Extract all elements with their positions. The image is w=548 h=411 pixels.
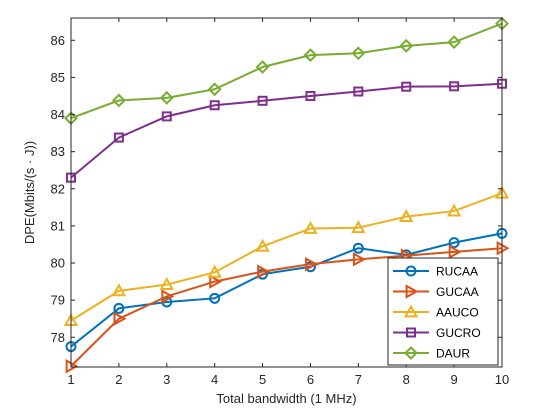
legend-item-daur: DAUR <box>393 346 470 361</box>
x-tick-label: 5 <box>259 372 266 387</box>
data-point-daur <box>351 46 366 61</box>
legend-item-gucaa: GUCAA <box>393 284 479 299</box>
legend-item-gucro: GUCRO <box>393 326 481 340</box>
data-point-aauco <box>399 209 414 223</box>
legend-label-daur: DAUR <box>436 347 470 361</box>
x-tick-label: 10 <box>495 372 509 387</box>
data-point-aauco <box>207 264 222 278</box>
legend-marker-daur <box>404 346 418 360</box>
y-tick-label: 78 <box>51 330 65 345</box>
legend-label-gucro: GUCRO <box>436 326 481 340</box>
y-tick-label: 79 <box>51 293 65 308</box>
x-tick-label: 6 <box>307 372 314 387</box>
data-point-gucro <box>401 81 412 92</box>
data-point-aauco <box>351 220 366 234</box>
data-point-daur <box>159 90 174 105</box>
data-point-aauco <box>255 238 270 252</box>
y-tick-label: 81 <box>51 218 65 233</box>
data-point-rucaa <box>209 292 221 304</box>
data-point-rucaa <box>448 237 460 249</box>
data-point-daur <box>207 82 222 97</box>
data-point-rucaa <box>352 242 364 254</box>
data-point-gucaa <box>448 244 462 260</box>
x-tick-label: 2 <box>115 372 122 387</box>
data-point-gucaa <box>305 256 319 272</box>
data-point-gucro <box>113 132 124 143</box>
series-line-gucaa <box>70 247 503 367</box>
legend-item-rucaa: RUCAA <box>393 265 478 279</box>
data-point-gucro <box>161 111 172 122</box>
y-tick-label: 82 <box>51 181 65 196</box>
data-point-aauco <box>111 283 127 297</box>
legend-marker-aauco <box>403 304 419 318</box>
legend-item-aauco: AAUCO <box>393 304 479 320</box>
x-tick-label: 9 <box>450 372 457 387</box>
y-tick-label: 83 <box>51 144 65 159</box>
y-tick-label: 86 <box>51 33 65 48</box>
data-point-gucaa <box>257 264 271 279</box>
legend-label-gucaa: GUCAA <box>436 285 479 299</box>
data-point-gucaa <box>65 359 79 374</box>
data-point-daur <box>255 60 270 74</box>
data-point-aauco <box>159 277 174 290</box>
x-tick-label: 7 <box>355 372 362 387</box>
legend: RUCAA GUCAA AAUCO GUCRO DAUR <box>387 257 499 366</box>
y-tick-label: 85 <box>51 70 65 85</box>
legend-label-aauco: AAUCO <box>436 306 479 320</box>
data-point-daur <box>303 48 318 63</box>
data-point-gucro <box>209 100 220 111</box>
data-point-rucaa <box>113 302 125 314</box>
data-point-gucro <box>449 81 460 92</box>
y-ticks: 78 79 80 81 82 83 84 85 86 <box>51 33 502 345</box>
legend-marker-gucaa <box>405 284 419 299</box>
data-point-daur <box>111 93 126 108</box>
series-line-aauco <box>70 192 503 322</box>
x-axis-label: Total bandwidth (1 MHz) <box>216 391 356 406</box>
data-point-daur <box>399 38 414 53</box>
x-tick-label: 8 <box>403 372 410 387</box>
legend-marker-rucaa <box>405 265 417 277</box>
series-line-daur <box>70 22 503 120</box>
x-ticks: 1 2 3 4 5 6 7 8 9 10 <box>67 18 509 387</box>
data-point-gucaa <box>113 311 127 326</box>
data-point-aauco <box>303 220 318 234</box>
data-point-gucro <box>257 95 268 106</box>
x-tick-label: 3 <box>163 372 170 387</box>
data-point-gucaa <box>496 240 510 256</box>
x-tick-label: 4 <box>211 372 218 387</box>
x-tick-label: 1 <box>67 372 74 387</box>
legend-label-rucaa: RUCAA <box>436 265 478 279</box>
data-point-aauco <box>446 203 462 217</box>
y-tick-label: 84 <box>51 107 65 122</box>
legend-marker-gucro <box>406 327 416 338</box>
y-axis-label: DPE(Mbits/(s · J)) <box>22 141 37 244</box>
data-point-gucaa <box>352 252 366 267</box>
data-point-gucaa <box>161 289 175 304</box>
plot-frame <box>70 17 503 368</box>
series-line-gucro <box>70 82 503 179</box>
data-point-daur <box>447 35 462 50</box>
data-point-gucaa <box>209 274 223 289</box>
data-point-gucro <box>353 86 364 97</box>
series-line-rucaa <box>70 232 503 348</box>
y-tick-label: 80 <box>51 256 65 271</box>
data-point-gucro <box>305 90 316 101</box>
